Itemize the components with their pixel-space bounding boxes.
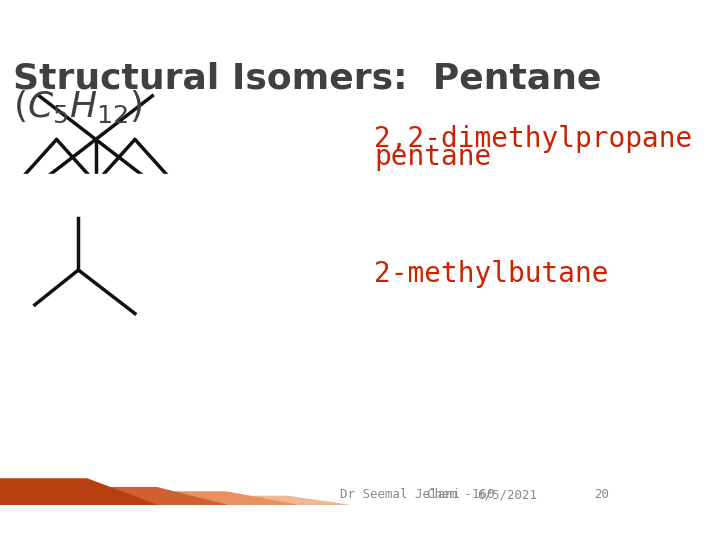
Bar bbox=[0, 174, 200, 331]
Polygon shape bbox=[0, 496, 348, 505]
Polygon shape bbox=[0, 488, 226, 505]
Text: Dr Seemal Jelani: Dr Seemal Jelani bbox=[340, 488, 459, 501]
Text: 20: 20 bbox=[595, 488, 609, 501]
Text: 6/5/2021: 6/5/2021 bbox=[477, 488, 537, 501]
Text: 2-methylbutane: 2-methylbutane bbox=[374, 260, 609, 288]
Text: pentane: pentane bbox=[374, 143, 492, 171]
Polygon shape bbox=[0, 492, 296, 505]
Text: 2,2-dimethylpropane: 2,2-dimethylpropane bbox=[374, 125, 693, 153]
Text: Chem -160: Chem -160 bbox=[427, 488, 494, 501]
Polygon shape bbox=[0, 479, 157, 505]
Text: Structural Isomers:  Pentane: Structural Isomers: Pentane bbox=[13, 61, 601, 95]
Text: $(C_5H_{12})$: $(C_5H_{12})$ bbox=[13, 89, 143, 125]
